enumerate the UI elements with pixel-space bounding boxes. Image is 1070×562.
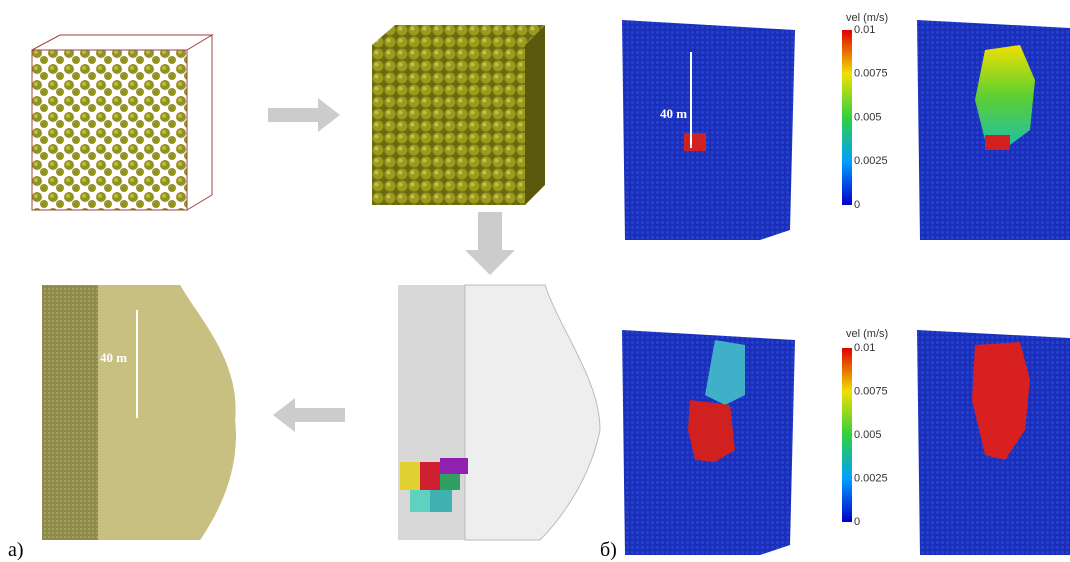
page: 40 m a) 40 m vel (m/s) vel (m/s) 0.010.0…: [0, 0, 1070, 562]
sim-frame: 40 m: [622, 20, 795, 240]
colorbar: [842, 30, 852, 205]
colorbar-tick-label: 0.01: [854, 24, 875, 36]
arrow-down: [465, 212, 515, 275]
block: [420, 462, 440, 490]
panel-label: б): [600, 539, 617, 561]
loose-packing: [32, 50, 187, 210]
colorbar-tick-label: 0.0075: [854, 385, 888, 397]
dense-packing: [372, 25, 545, 205]
block: [410, 490, 430, 512]
slope-surface: [465, 285, 600, 540]
figure: 40 m a) 40 m vel (m/s) vel (m/s) 0.010.0…: [0, 0, 1070, 562]
arrow-right: [268, 98, 340, 132]
arrow-left: [273, 398, 345, 432]
colorbar-tick-label: 0.005: [854, 111, 882, 123]
sim-frame: [622, 330, 795, 555]
colorbar-tick-label: 0.0075: [854, 68, 888, 80]
colorbar-tick-label: 0: [854, 516, 860, 528]
sim-frame: [917, 330, 1070, 555]
block: [400, 462, 420, 490]
colorbar-tick-label: 0: [854, 199, 860, 211]
panel-b: 40 m vel (m/s) vel (m/s) 0.01 0.0075 0.005…: [600, 12, 1070, 561]
colorbar-title: vel (m/s): [846, 12, 888, 24]
sim-frame: [917, 20, 1070, 240]
block: [440, 458, 468, 474]
cube-side: [525, 25, 545, 205]
scale-label: 40 m: [100, 350, 127, 365]
colorbar-tick-label: 0.005: [854, 429, 882, 441]
panel-label: a): [8, 539, 24, 561]
colorbar-tick-label: 0.01: [854, 342, 875, 354]
colorbar-title: vel (m/s): [846, 328, 888, 340]
slope-face: [98, 285, 236, 540]
block: [430, 490, 452, 512]
colorbar: [842, 348, 852, 522]
colorbar-tick-label: 0.0025: [854, 155, 888, 167]
panel-a: 40 m a): [8, 25, 600, 561]
colorbar-tick-label: 0.0025: [854, 472, 888, 484]
colorbar-ticks: 0.01 0.0075 0.005 0.0025 0 0.01 0.0075 0.005 0.0…: [854, 24, 888, 528]
scale-label: 40 m: [660, 106, 687, 121]
